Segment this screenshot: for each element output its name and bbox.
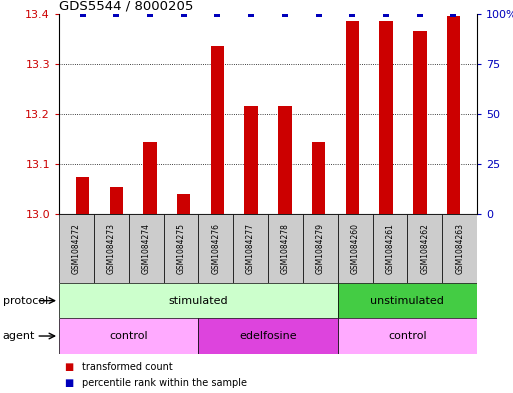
Point xyxy=(314,11,323,17)
Bar xyxy=(177,194,190,214)
Point xyxy=(213,11,222,17)
Bar xyxy=(268,214,303,283)
Bar xyxy=(199,318,338,354)
Bar xyxy=(233,214,268,283)
Bar xyxy=(129,214,164,283)
Bar xyxy=(379,21,393,214)
Point xyxy=(281,11,289,17)
Point xyxy=(416,11,424,17)
Text: GSM1084276: GSM1084276 xyxy=(211,223,220,274)
Point xyxy=(348,11,357,17)
Text: GSM1084273: GSM1084273 xyxy=(107,223,116,274)
Text: protocol: protocol xyxy=(3,296,48,306)
Bar xyxy=(164,214,199,283)
Bar xyxy=(76,176,89,214)
Text: stimulated: stimulated xyxy=(169,296,228,306)
Bar xyxy=(312,141,325,214)
Text: GSM1084278: GSM1084278 xyxy=(281,223,290,274)
Bar xyxy=(442,214,477,283)
Bar xyxy=(110,187,123,214)
Bar xyxy=(346,21,359,214)
Point xyxy=(180,11,188,17)
Text: GSM1084272: GSM1084272 xyxy=(72,223,81,274)
Text: ■: ■ xyxy=(64,362,73,373)
Text: GSM1084274: GSM1084274 xyxy=(142,223,151,274)
Bar xyxy=(59,318,199,354)
Point xyxy=(382,11,390,17)
Bar xyxy=(59,214,94,283)
Point xyxy=(247,11,255,17)
Bar xyxy=(244,107,258,214)
Bar xyxy=(407,214,442,283)
Bar xyxy=(372,214,407,283)
Point xyxy=(449,11,458,17)
Bar xyxy=(338,318,477,354)
Text: unstimulated: unstimulated xyxy=(370,296,444,306)
Text: agent: agent xyxy=(3,331,35,341)
Text: ■: ■ xyxy=(64,378,73,388)
Point xyxy=(112,11,121,17)
Bar xyxy=(447,16,460,214)
Text: control: control xyxy=(388,331,427,341)
Bar xyxy=(278,107,292,214)
Text: control: control xyxy=(109,331,148,341)
Bar xyxy=(211,46,224,214)
Text: GSM1084275: GSM1084275 xyxy=(176,223,185,274)
Point xyxy=(146,11,154,17)
Text: GSM1084261: GSM1084261 xyxy=(385,223,394,274)
Bar xyxy=(338,214,372,283)
Text: GSM1084263: GSM1084263 xyxy=(455,223,464,274)
Bar xyxy=(143,141,157,214)
Text: GDS5544 / 8000205: GDS5544 / 8000205 xyxy=(59,0,193,13)
Text: GSM1084277: GSM1084277 xyxy=(246,223,255,274)
Text: GSM1084262: GSM1084262 xyxy=(420,223,429,274)
Text: GSM1084279: GSM1084279 xyxy=(316,223,325,274)
Text: GSM1084260: GSM1084260 xyxy=(351,223,360,274)
Text: edelfosine: edelfosine xyxy=(239,331,297,341)
Bar xyxy=(59,283,338,318)
Bar xyxy=(338,283,477,318)
Bar xyxy=(199,214,233,283)
Bar xyxy=(303,214,338,283)
Point xyxy=(78,11,87,17)
Text: percentile rank within the sample: percentile rank within the sample xyxy=(82,378,247,388)
Bar xyxy=(94,214,129,283)
Bar xyxy=(413,31,426,214)
Text: transformed count: transformed count xyxy=(82,362,173,373)
